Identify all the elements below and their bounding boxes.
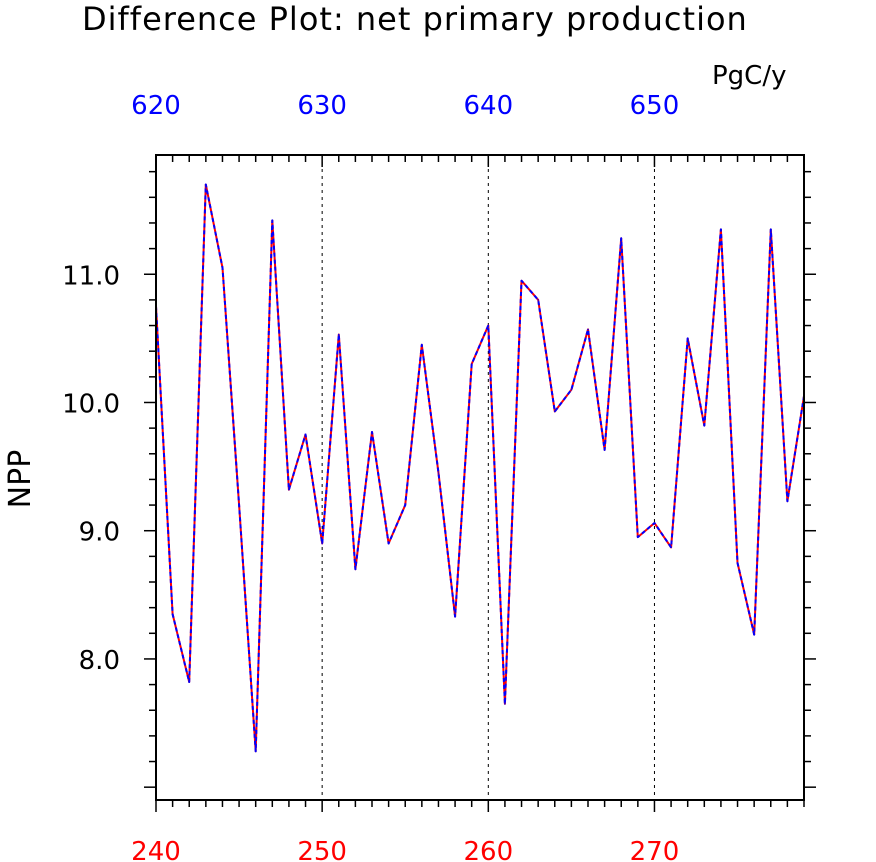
data-point — [304, 433, 307, 436]
data-point — [520, 279, 523, 282]
data-point — [404, 504, 407, 506]
data-point — [387, 542, 390, 545]
data-point — [703, 424, 706, 427]
data-point — [421, 343, 423, 346]
tick-labels: 240 250 260 270 620 630 640 650 8.0 9.0 10.0 11.0 — [62, 91, 679, 862]
data-point — [470, 363, 473, 365]
data-point — [504, 703, 506, 705]
x-tick-label: 250 — [297, 837, 347, 862]
data-point — [570, 388, 573, 391]
data-point — [686, 337, 689, 340]
data-point — [288, 488, 290, 491]
data-point — [736, 561, 739, 564]
x-tick-label: 240 — [131, 837, 181, 862]
series-lines — [155, 183, 805, 753]
data-point — [188, 681, 191, 683]
y-axis-label: NPP — [3, 450, 38, 509]
units-label: PgC/y — [712, 61, 786, 91]
data-point — [587, 328, 589, 331]
axis-ticks — [144, 155, 816, 812]
data-point — [487, 324, 490, 327]
y-tick-label: 9.0 — [79, 518, 120, 548]
series-line-red — [155, 183, 805, 753]
data-point — [354, 568, 357, 570]
data-point — [653, 522, 656, 524]
data-point — [437, 472, 440, 474]
data-point — [371, 431, 373, 433]
data-point — [670, 546, 672, 549]
data-point — [271, 219, 274, 222]
data-point — [620, 237, 623, 240]
x-top-tick-label: 650 — [630, 91, 680, 121]
x-top-tick-label: 640 — [463, 91, 513, 121]
grid-lines — [321, 155, 655, 800]
data-point — [205, 183, 207, 186]
series-line-blue-dashed — [155, 183, 805, 753]
data-point — [221, 267, 224, 269]
data-point — [321, 542, 323, 545]
plot-frame — [155, 154, 805, 801]
x-tick-label: 260 — [463, 837, 513, 862]
x-tick-label: 270 — [630, 837, 680, 862]
y-tick-label: 10.0 — [62, 389, 120, 419]
data-point — [254, 750, 257, 753]
chart-title: Difference Plot: net primary production — [82, 0, 748, 38]
data-point — [553, 410, 556, 413]
data-point — [720, 228, 722, 231]
data-point — [454, 615, 456, 618]
data-point — [171, 613, 174, 615]
y-tick-label: 8.0 — [79, 646, 120, 676]
y-tick-label: 11.0 — [62, 261, 120, 291]
data-point — [603, 449, 606, 451]
x-top-tick-label: 630 — [297, 91, 347, 121]
data-point — [753, 633, 755, 636]
data-point — [337, 333, 340, 336]
x-top-tick-label: 620 — [131, 91, 181, 121]
data-point — [786, 500, 789, 503]
data-point — [637, 536, 639, 538]
data-point — [238, 504, 240, 506]
data-point — [769, 228, 772, 231]
data-point — [537, 299, 539, 301]
